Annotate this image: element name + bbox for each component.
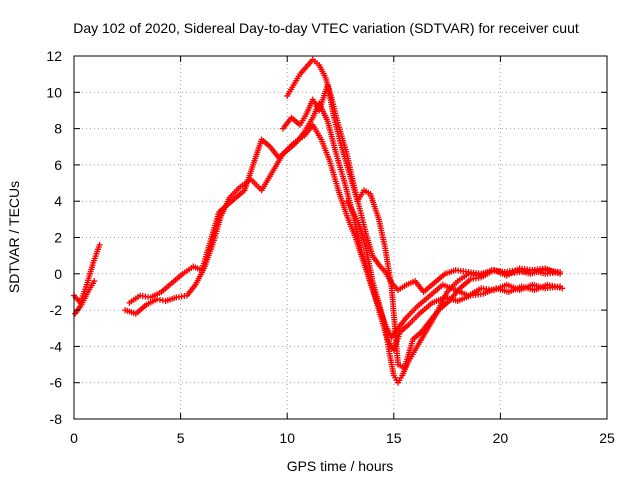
y-axis-ticks: -8 -6 -4 -2 0 2 4 6 8 10 12 xyxy=(46,48,607,427)
y-tick-label: 6 xyxy=(54,157,62,173)
x-tick-label: 10 xyxy=(279,430,295,446)
y-tick-label: 8 xyxy=(54,121,62,137)
grid-lines xyxy=(74,56,607,419)
y-tick-label: -8 xyxy=(50,411,63,427)
x-axis-ticks: 0 5 10 15 20 25 xyxy=(70,56,615,446)
y-tick-label: 10 xyxy=(46,84,62,100)
x-tick-label: 0 xyxy=(70,430,78,446)
y-tick-label: 12 xyxy=(46,48,62,64)
data-point xyxy=(96,241,103,248)
chart-title: Day 102 of 2020, Sidereal Day-to-day VTE… xyxy=(73,20,579,36)
x-tick-label: 15 xyxy=(386,430,402,446)
x-tick-label: 25 xyxy=(599,430,615,446)
data-point xyxy=(559,285,566,292)
x-tick-label: 5 xyxy=(177,430,185,446)
y-tick-label: -2 xyxy=(50,302,63,318)
y-tick-label: 2 xyxy=(54,230,62,246)
y-tick-label: -4 xyxy=(50,338,63,354)
y-tick-label: -6 xyxy=(50,375,63,391)
y-tick-label: 0 xyxy=(54,266,62,282)
data-point xyxy=(554,268,561,275)
y-axis-label: SDTVAR / TECUs xyxy=(6,181,22,293)
data-point xyxy=(91,278,98,285)
x-axis-label: GPS time / hours xyxy=(287,458,394,474)
data-points xyxy=(71,56,566,386)
plot-frame xyxy=(73,55,608,420)
x-tick-label: 20 xyxy=(493,430,509,446)
y-tick-label: 4 xyxy=(54,193,62,209)
